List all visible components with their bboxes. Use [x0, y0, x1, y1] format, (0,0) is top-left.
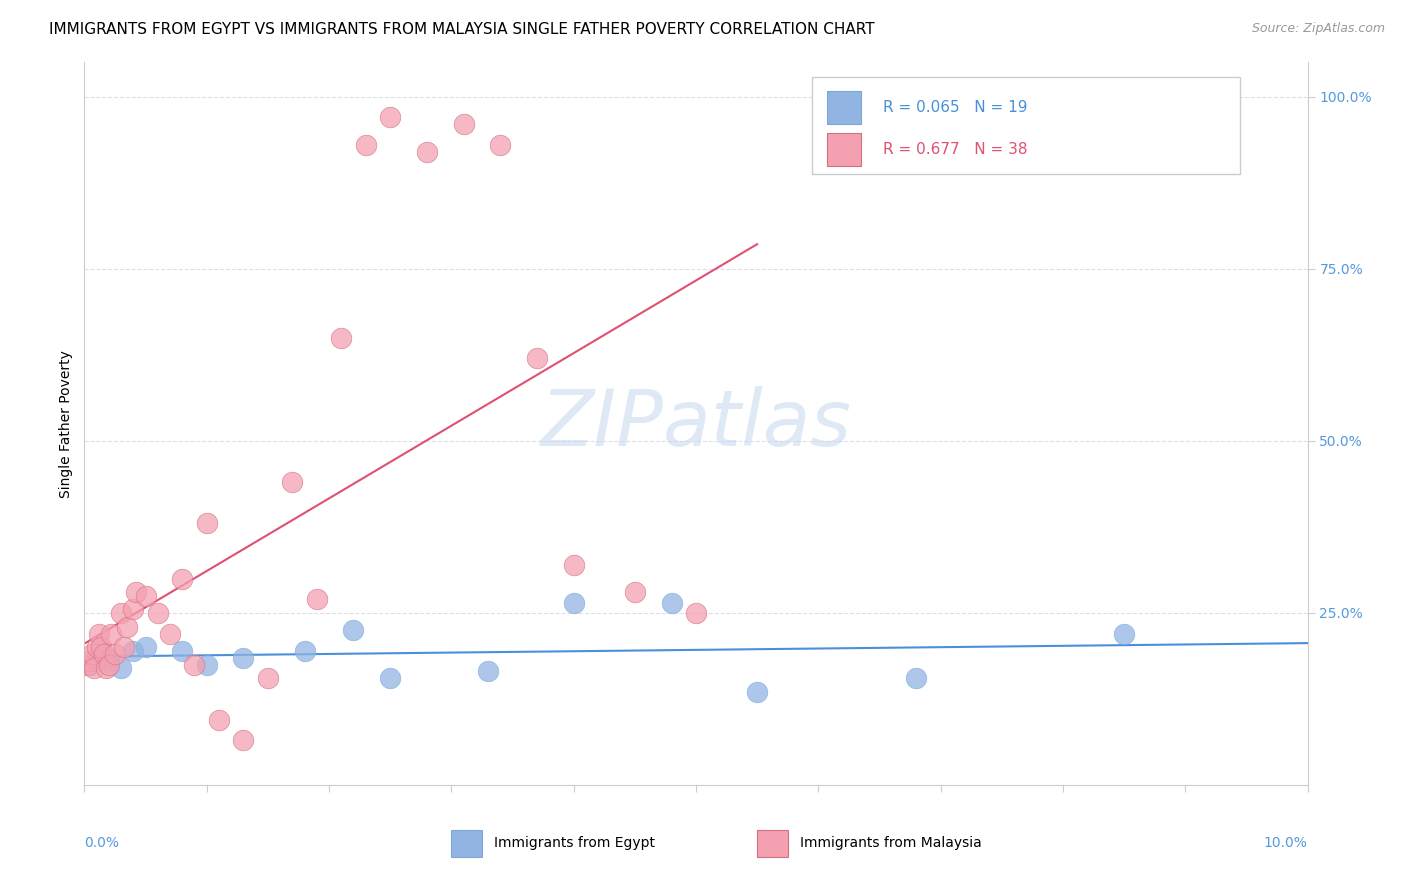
Point [747, 685, 769, 699]
Point [562, 558, 585, 572]
Point [110, 661, 132, 675]
Point [122, 602, 145, 616]
Point [93, 647, 115, 661]
FancyBboxPatch shape [827, 133, 860, 166]
Point [96, 661, 118, 675]
Point [661, 596, 683, 610]
Text: Source: ZipAtlas.com: Source: ZipAtlas.com [1251, 22, 1385, 36]
Point [97, 654, 120, 668]
Point [172, 644, 194, 658]
Point [135, 640, 157, 655]
Text: 10.0%: 10.0% [1264, 836, 1308, 849]
Point [104, 647, 127, 661]
Point [380, 111, 402, 125]
Point [281, 475, 304, 490]
Point [146, 606, 169, 620]
Point [624, 585, 647, 599]
Point [83, 661, 105, 675]
Point [87, 626, 110, 640]
Point [76, 657, 98, 672]
Point [77, 654, 100, 668]
Point [122, 644, 145, 658]
Point [115, 620, 138, 634]
Point [208, 713, 231, 727]
Point [526, 351, 548, 366]
Point [305, 592, 328, 607]
Point [354, 138, 377, 153]
Point [86, 650, 108, 665]
Point [905, 671, 928, 685]
Point [90, 640, 112, 655]
Point [380, 671, 402, 685]
Point [86, 640, 108, 655]
Text: ZIPatlas: ZIPatlas [540, 385, 852, 462]
Point [110, 606, 132, 620]
Point [112, 640, 135, 655]
Text: R = 0.677   N = 38: R = 0.677 N = 38 [883, 142, 1028, 157]
Point [91, 647, 114, 661]
Point [257, 671, 280, 685]
Point [342, 623, 364, 637]
Point [125, 585, 148, 599]
Point [159, 626, 181, 640]
Text: Immigrants from Malaysia: Immigrants from Malaysia [800, 837, 981, 850]
Point [685, 606, 707, 620]
Text: IMMIGRANTS FROM EGYPT VS IMMIGRANTS FROM MALAYSIA SINGLE FATHER POVERTY CORRELAT: IMMIGRANTS FROM EGYPT VS IMMIGRANTS FROM… [49, 22, 875, 37]
Point [562, 596, 585, 610]
Point [477, 665, 499, 679]
FancyBboxPatch shape [813, 77, 1240, 175]
FancyBboxPatch shape [827, 91, 860, 124]
Point [1114, 626, 1136, 640]
Point [453, 117, 475, 131]
Point [294, 644, 316, 658]
FancyBboxPatch shape [451, 830, 482, 857]
FancyBboxPatch shape [758, 830, 787, 857]
Point [232, 650, 254, 665]
Point [183, 657, 205, 672]
Point [135, 589, 157, 603]
Point [330, 331, 353, 345]
Y-axis label: Single Father Poverty: Single Father Poverty [59, 350, 73, 498]
Point [80, 647, 103, 661]
Point [416, 145, 439, 159]
Point [172, 572, 194, 586]
Point [489, 138, 512, 153]
Point [79, 657, 101, 672]
Point [97, 657, 120, 672]
Text: 0.0%: 0.0% [84, 836, 120, 849]
Point [100, 626, 122, 640]
Point [232, 733, 254, 747]
Text: Immigrants from Egypt: Immigrants from Egypt [494, 837, 655, 850]
Text: R = 0.065   N = 19: R = 0.065 N = 19 [883, 100, 1028, 115]
Point [195, 657, 218, 672]
Point [195, 516, 218, 531]
